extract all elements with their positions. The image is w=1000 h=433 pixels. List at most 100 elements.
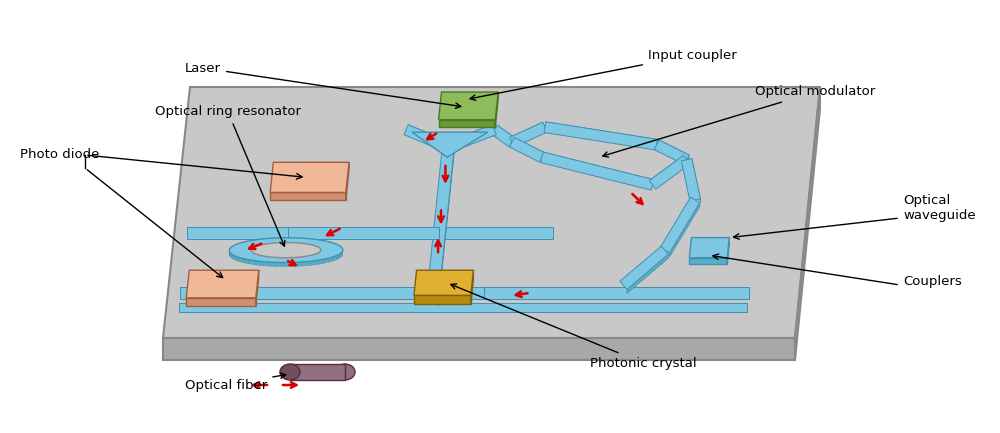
Polygon shape (302, 262, 307, 266)
Text: Couplers: Couplers (903, 275, 962, 288)
Polygon shape (242, 258, 245, 263)
Polygon shape (233, 255, 235, 260)
Polygon shape (239, 258, 242, 262)
Text: Photonic crystal: Photonic crystal (451, 284, 697, 369)
Polygon shape (289, 262, 294, 267)
Polygon shape (497, 125, 515, 142)
Polygon shape (245, 259, 248, 264)
Polygon shape (453, 125, 496, 150)
Polygon shape (510, 122, 547, 147)
Polygon shape (654, 140, 689, 165)
Polygon shape (453, 125, 492, 144)
Polygon shape (795, 87, 820, 360)
Polygon shape (186, 298, 256, 306)
Polygon shape (252, 260, 255, 265)
Polygon shape (627, 254, 668, 294)
Text: Laser: Laser (185, 61, 461, 108)
Polygon shape (510, 122, 543, 141)
Polygon shape (237, 257, 239, 262)
Polygon shape (315, 260, 318, 265)
Polygon shape (276, 262, 280, 267)
Polygon shape (270, 192, 346, 200)
Polygon shape (412, 132, 488, 157)
Polygon shape (272, 262, 276, 266)
Polygon shape (439, 120, 495, 126)
Polygon shape (187, 226, 553, 232)
Polygon shape (727, 238, 729, 264)
Polygon shape (412, 132, 488, 137)
Polygon shape (660, 197, 700, 253)
Polygon shape (179, 304, 747, 307)
Polygon shape (439, 92, 498, 120)
Polygon shape (543, 152, 654, 184)
Text: Optical ring resonator: Optical ring resonator (155, 106, 301, 246)
Polygon shape (294, 262, 298, 266)
Text: Photo diode: Photo diode (20, 149, 99, 162)
Polygon shape (514, 137, 544, 156)
Polygon shape (231, 253, 232, 258)
Polygon shape (414, 270, 473, 295)
Polygon shape (336, 255, 338, 260)
Polygon shape (288, 226, 439, 232)
Polygon shape (187, 226, 553, 239)
Polygon shape (544, 122, 657, 150)
Polygon shape (298, 262, 302, 266)
Polygon shape (180, 287, 749, 299)
Text: Optical modulator: Optical modulator (603, 85, 875, 157)
Polygon shape (186, 270, 259, 298)
Polygon shape (232, 254, 233, 259)
Polygon shape (433, 287, 484, 292)
Text: Optical
waveguide: Optical waveguide (903, 194, 976, 222)
Polygon shape (235, 256, 237, 261)
Polygon shape (681, 158, 700, 201)
Polygon shape (263, 262, 267, 266)
Polygon shape (414, 295, 471, 304)
Polygon shape (404, 125, 444, 150)
Polygon shape (338, 254, 340, 259)
Polygon shape (256, 270, 259, 306)
Polygon shape (163, 338, 795, 360)
Polygon shape (340, 253, 341, 258)
Polygon shape (163, 87, 820, 338)
Polygon shape (331, 257, 334, 262)
Polygon shape (180, 287, 749, 292)
Polygon shape (433, 287, 484, 299)
Polygon shape (620, 246, 668, 289)
Polygon shape (290, 364, 345, 380)
Polygon shape (346, 162, 349, 200)
Polygon shape (689, 238, 729, 258)
Polygon shape (649, 155, 683, 184)
Polygon shape (280, 262, 285, 267)
Text: Input coupler: Input coupler (470, 48, 737, 100)
Polygon shape (229, 238, 343, 262)
Polygon shape (255, 261, 259, 265)
Polygon shape (288, 226, 439, 239)
Polygon shape (259, 261, 263, 265)
Polygon shape (270, 162, 349, 192)
Polygon shape (471, 270, 473, 304)
Ellipse shape (335, 364, 355, 380)
Polygon shape (318, 260, 322, 264)
Polygon shape (649, 155, 690, 189)
Polygon shape (692, 158, 700, 203)
Polygon shape (179, 304, 747, 312)
Polygon shape (495, 92, 498, 126)
Polygon shape (322, 259, 325, 264)
Polygon shape (285, 262, 289, 267)
Polygon shape (311, 261, 315, 265)
Polygon shape (408, 125, 444, 144)
Polygon shape (491, 125, 515, 147)
Polygon shape (546, 122, 657, 143)
Polygon shape (307, 261, 311, 265)
Polygon shape (426, 147, 454, 301)
Polygon shape (267, 262, 272, 266)
Polygon shape (251, 242, 321, 258)
Polygon shape (328, 258, 331, 262)
Polygon shape (541, 152, 654, 190)
Polygon shape (325, 258, 328, 263)
Polygon shape (669, 203, 700, 257)
Polygon shape (509, 137, 544, 162)
Polygon shape (659, 140, 689, 159)
Text: Optical fiber: Optical fiber (185, 373, 286, 391)
Polygon shape (334, 256, 336, 261)
